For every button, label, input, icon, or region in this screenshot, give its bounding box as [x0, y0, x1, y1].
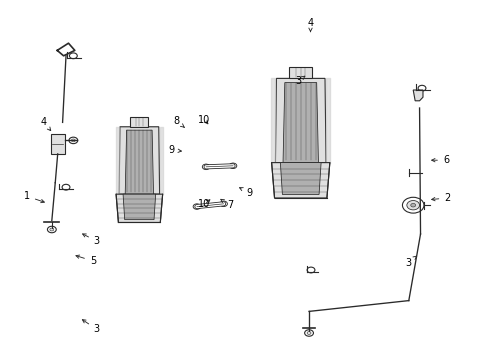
Text: 9: 9 — [168, 145, 181, 155]
Circle shape — [417, 85, 425, 91]
Circle shape — [406, 201, 419, 210]
Polygon shape — [125, 130, 153, 194]
Text: 10: 10 — [198, 114, 210, 125]
Text: 2: 2 — [431, 193, 449, 203]
Circle shape — [71, 139, 75, 142]
Bar — [51, 134, 64, 154]
Polygon shape — [283, 82, 318, 163]
Bar — [289, 67, 311, 78]
Circle shape — [402, 197, 423, 213]
Polygon shape — [271, 163, 329, 198]
Polygon shape — [275, 78, 325, 163]
Circle shape — [229, 163, 236, 168]
Text: 6: 6 — [431, 155, 448, 165]
Text: 3: 3 — [405, 256, 416, 268]
Text: 4: 4 — [307, 18, 313, 32]
Circle shape — [193, 204, 200, 209]
Circle shape — [222, 203, 225, 205]
Polygon shape — [116, 194, 163, 222]
Text: 5: 5 — [76, 255, 96, 266]
Circle shape — [204, 166, 207, 168]
Circle shape — [195, 205, 198, 208]
Circle shape — [47, 226, 56, 233]
Circle shape — [69, 53, 77, 59]
Text: 7: 7 — [220, 199, 232, 210]
Circle shape — [231, 165, 234, 167]
Text: 9: 9 — [239, 188, 252, 198]
Circle shape — [50, 228, 54, 231]
Text: 4: 4 — [41, 117, 51, 131]
Polygon shape — [123, 194, 155, 220]
Text: 8: 8 — [173, 116, 184, 127]
Circle shape — [304, 330, 313, 336]
Circle shape — [62, 184, 70, 190]
Circle shape — [69, 137, 78, 144]
Circle shape — [410, 203, 415, 207]
Polygon shape — [119, 127, 159, 194]
Circle shape — [306, 267, 314, 273]
Text: 3: 3 — [82, 234, 100, 246]
Text: 3: 3 — [82, 320, 100, 334]
Text: 3: 3 — [295, 76, 304, 86]
Circle shape — [306, 332, 310, 334]
Circle shape — [202, 164, 209, 170]
Polygon shape — [412, 90, 422, 101]
Text: 1: 1 — [24, 191, 44, 203]
Polygon shape — [280, 163, 321, 194]
Text: 10: 10 — [198, 199, 210, 210]
Circle shape — [220, 201, 227, 207]
Bar — [130, 117, 148, 127]
